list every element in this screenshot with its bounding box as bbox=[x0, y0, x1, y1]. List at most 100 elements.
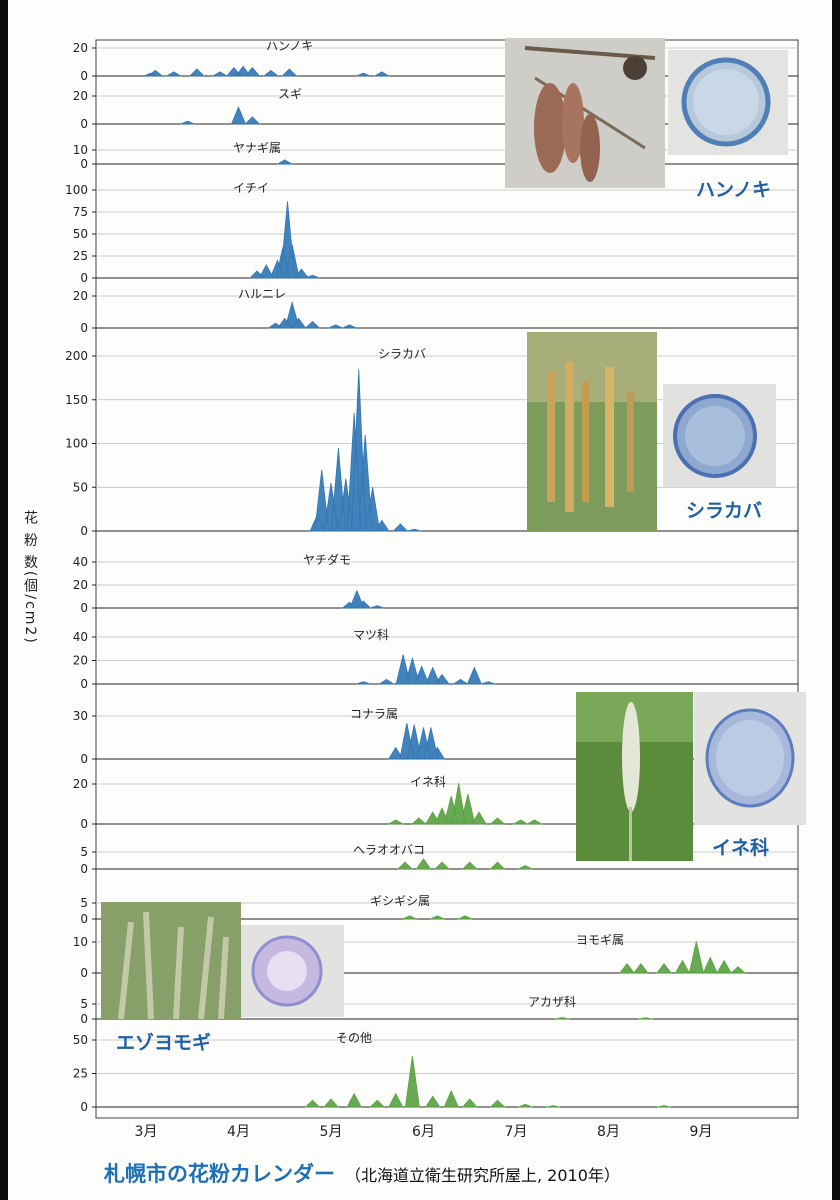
y-tick-label: 50 bbox=[73, 1033, 88, 1047]
y-tick-label: 10 bbox=[73, 143, 88, 157]
y-tick-label: 0 bbox=[80, 912, 88, 926]
series-area bbox=[267, 300, 357, 329]
x-tick-label: 3月 bbox=[135, 1124, 158, 1140]
y-tick-label: 0 bbox=[80, 69, 88, 83]
mugwort-pollen-grain-image bbox=[241, 925, 344, 1017]
pollen-calendar-page: 0 20 ハンノキ 0 20 スギ 0 10 ヤナギ属 0 25 50 75 100 イチイ 0 20 ハルニレ 0… bbox=[8, 0, 832, 1200]
series-label: ヘラオオバコ bbox=[353, 843, 425, 857]
y-tick-label: 5 bbox=[80, 896, 88, 910]
y-tick-label: 20 bbox=[73, 89, 88, 103]
shirakaba-pollen-photo bbox=[663, 384, 776, 487]
alder-pollen-grain-image bbox=[668, 50, 788, 155]
shirakaba-photo-label: シラカバ bbox=[686, 500, 763, 522]
series-label: マツ科 bbox=[353, 628, 389, 642]
x-tick-label: 8月 bbox=[597, 1124, 620, 1140]
y-tick-label: 50 bbox=[73, 227, 88, 241]
y-tick-label: 0 bbox=[80, 117, 88, 131]
series-area bbox=[304, 1056, 672, 1108]
series-label: イネ科 bbox=[410, 775, 446, 789]
footer: 札幌市の花粉カレンダー （北海道立衛生研究所屋上, 2010年） bbox=[104, 1158, 620, 1188]
y-tick-label: 0 bbox=[80, 817, 88, 831]
hannoki-plant-photo bbox=[505, 38, 665, 188]
y-tick-label: 0 bbox=[80, 321, 88, 335]
shirakaba-plant-photo bbox=[527, 332, 657, 532]
series-label: アカザ科 bbox=[528, 995, 576, 1009]
y-tick-label: 10 bbox=[73, 935, 88, 949]
series-area bbox=[249, 201, 320, 279]
y-tick-label: 25 bbox=[73, 1067, 88, 1081]
series-area bbox=[388, 723, 446, 760]
y-tick-label: 0 bbox=[80, 1012, 88, 1026]
y-tick-label: 0 bbox=[80, 966, 88, 980]
x-tick-label: 5月 bbox=[320, 1124, 343, 1140]
y-tick-label: 100 bbox=[65, 437, 88, 451]
series-label: ハルニレ bbox=[238, 287, 286, 301]
y-tick-label: 20 bbox=[73, 289, 88, 303]
series-label: ヨモギ属 bbox=[576, 933, 624, 947]
ezoyomogi-pollen-photo bbox=[241, 925, 344, 1017]
series-label: コナラ属 bbox=[350, 707, 398, 721]
series-area bbox=[356, 654, 496, 685]
ine-plant-photo bbox=[576, 692, 693, 861]
alder-catkin-image bbox=[505, 38, 665, 188]
hannoki-pollen-photo bbox=[668, 50, 788, 155]
y-tick-label: 0 bbox=[80, 677, 88, 691]
birch-pollen-grain-image bbox=[663, 384, 776, 487]
series-label: ハンノキ bbox=[266, 39, 313, 53]
series-label: ヤナギ属 bbox=[233, 141, 281, 155]
y-tick-label: 75 bbox=[73, 205, 88, 219]
chart-source: （北海道立衛生研究所屋上, 2010年） bbox=[345, 1166, 620, 1185]
y-tick-label: 0 bbox=[80, 752, 88, 766]
y-tick-label: 40 bbox=[73, 630, 88, 644]
series-area bbox=[276, 159, 294, 165]
chart-title: 札幌市の花粉カレンダー bbox=[104, 1162, 335, 1186]
y-tick-label: 150 bbox=[65, 393, 88, 407]
series-label: ヤチダモ bbox=[303, 552, 351, 567]
series-area bbox=[555, 1017, 653, 1020]
series-area bbox=[397, 858, 533, 870]
y-tick-label: 30 bbox=[73, 709, 88, 723]
y-tick-label: 0 bbox=[80, 524, 88, 538]
y-tick-label: 50 bbox=[73, 480, 88, 494]
y-tick-label: 200 bbox=[65, 349, 88, 363]
grass-spike-image bbox=[576, 692, 693, 861]
y-tick-label: 5 bbox=[80, 997, 88, 1011]
y-tick-label: 0 bbox=[80, 862, 88, 876]
x-tick-label: 4月 bbox=[227, 1124, 250, 1140]
series-label: ギシギシ属 bbox=[370, 894, 430, 908]
series-area bbox=[341, 589, 385, 609]
series-label: スギ bbox=[278, 87, 302, 101]
plot-frame bbox=[95, 39, 799, 1119]
y-tick-label: 5 bbox=[80, 845, 88, 859]
y-tick-label: 20 bbox=[73, 654, 88, 668]
series-label: シラカバ bbox=[378, 347, 426, 361]
series-area bbox=[387, 783, 544, 825]
y-tick-label: 0 bbox=[80, 601, 88, 615]
mugwort-plant-image bbox=[101, 902, 241, 1019]
series-area bbox=[402, 915, 473, 920]
y-tick-label: 25 bbox=[73, 249, 88, 263]
y-axis-title: 花 粉 数(個/cm2) bbox=[22, 510, 38, 645]
grass-pollen-grain-image bbox=[694, 692, 806, 825]
series-area bbox=[143, 65, 391, 77]
y-tick-label: 0 bbox=[80, 157, 88, 171]
birch-catkin-image bbox=[527, 332, 657, 532]
y-tick-label: 100 bbox=[65, 183, 88, 197]
y-tick-label: 20 bbox=[73, 578, 88, 592]
ine-pollen-photo bbox=[694, 692, 806, 825]
series-area bbox=[619, 941, 747, 974]
x-tick-label: 7月 bbox=[505, 1124, 528, 1140]
x-tick-label: 6月 bbox=[412, 1124, 435, 1140]
y-tick-label: 0 bbox=[80, 1100, 88, 1114]
y-tick-label: 40 bbox=[73, 555, 88, 569]
hannoki-photo-label: ハンノキ bbox=[696, 179, 772, 201]
y-tick-label: 20 bbox=[73, 777, 88, 791]
y-tick-label: 20 bbox=[73, 41, 88, 55]
ezoyomogi-photo-label: エゾヨモギ bbox=[116, 1032, 212, 1054]
ine-photo-label: イネ科 bbox=[712, 837, 770, 859]
series-area bbox=[180, 106, 261, 125]
ezoyomogi-plant-photo bbox=[101, 902, 241, 1019]
y-tick-label: 0 bbox=[80, 271, 88, 285]
series-label: その他 bbox=[336, 1031, 372, 1045]
x-tick-label: 9月 bbox=[690, 1124, 713, 1140]
